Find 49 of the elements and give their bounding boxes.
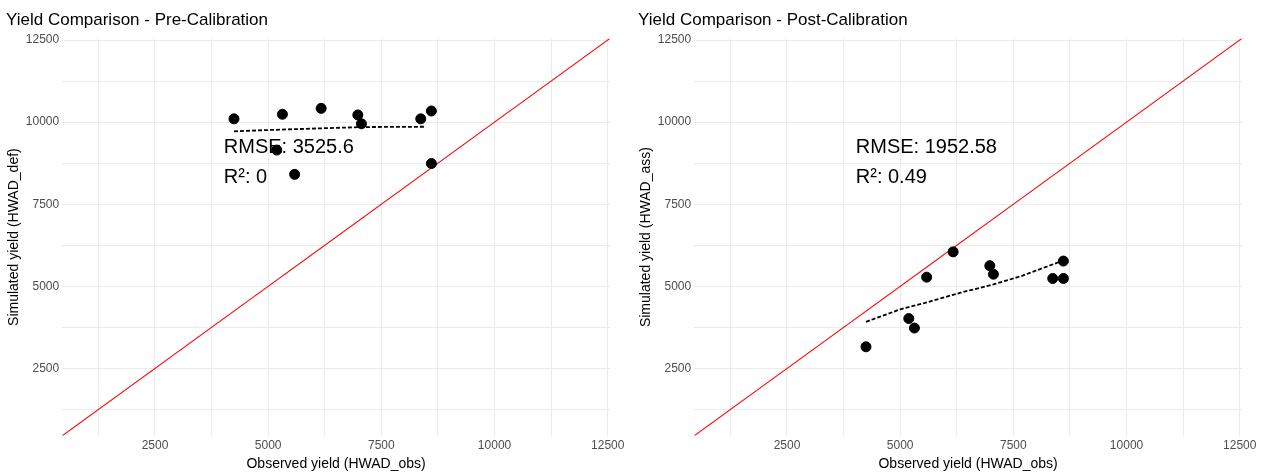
point: [1047, 272, 1059, 284]
point: [425, 158, 437, 170]
point: [289, 168, 301, 180]
annotation: RMSE: 3525.6: [223, 135, 354, 158]
annotation: R²: 0.49: [855, 165, 927, 188]
point: [984, 260, 996, 272]
y-tick-label: 2500: [664, 360, 692, 375]
x-axis-title: Observed yield (HWAD_obs): [246, 455, 426, 472]
point: [1057, 272, 1069, 284]
x-tick-label: 5000: [886, 438, 914, 453]
y-tick-label: 10000: [25, 114, 60, 129]
annotation: R²: 0: [223, 165, 268, 188]
y-axis-title: Simulated yield (HWAD_ass): [637, 147, 654, 328]
x-tick-label: 7500: [1000, 438, 1028, 453]
point: [987, 268, 999, 280]
y-tick-label: 10000: [657, 114, 692, 129]
point: [921, 271, 933, 283]
point: [228, 113, 240, 125]
point: [860, 341, 872, 353]
point: [355, 118, 367, 130]
x-tick-label: 10000: [1109, 438, 1144, 453]
x-tick-label: 2500: [141, 438, 169, 453]
chart-title: Yield Comparison - Pre-Calibration: [6, 9, 269, 29]
point: [315, 102, 327, 114]
point: [352, 109, 364, 121]
y-tick-label: 5000: [32, 278, 60, 293]
point: [903, 313, 915, 325]
point: [415, 113, 427, 125]
point: [276, 108, 288, 120]
point: [947, 246, 959, 258]
y-tick-label: 5000: [664, 278, 692, 293]
point: [908, 322, 920, 334]
x-tick-label: 10000: [477, 438, 512, 453]
y-tick-label: 12500: [657, 32, 692, 47]
x-tick-label: 5000: [254, 438, 282, 453]
y-axis-title: Simulated yield (HWAD_def): [5, 148, 22, 326]
point: [425, 105, 437, 117]
x-tick-label: 12500: [591, 438, 625, 453]
annotation: RMSE: 1952.58: [855, 135, 997, 158]
y-tick-label: 7500: [664, 196, 692, 211]
x-tick-label: 2500: [773, 438, 801, 453]
chart-title: Yield Comparison - Post-Calibration: [638, 9, 908, 29]
x-tick-label: 12500: [1223, 438, 1257, 453]
point: [1057, 255, 1069, 267]
x-axis-title: Observed yield (HWAD_obs): [878, 455, 1058, 472]
y-tick-label: 7500: [32, 196, 60, 211]
x-tick-label: 7500: [368, 438, 396, 453]
y-tick-label: 2500: [32, 360, 60, 375]
y-tick-label: 12500: [25, 32, 60, 47]
